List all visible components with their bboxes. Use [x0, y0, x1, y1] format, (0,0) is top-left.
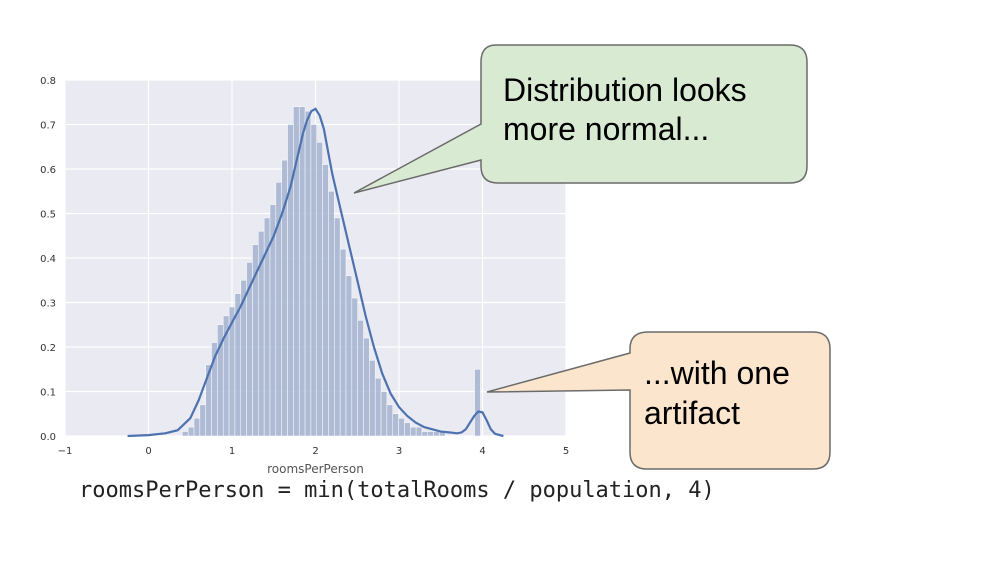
histogram-bar: [351, 297, 358, 437]
histogram-bar: [193, 417, 201, 437]
histogram-bar: [374, 377, 382, 437]
x-tick-label: −1: [58, 446, 73, 457]
histogram-bars: [182, 106, 481, 437]
x-axis-label: roomsPerPerson: [267, 462, 364, 476]
callout-top-bubble: [353, 44, 808, 194]
callout-top-line-2: more normal...: [503, 111, 709, 147]
histogram-bar: [199, 404, 206, 437]
y-tick-label: 0.7: [40, 121, 56, 132]
histogram-bar: [474, 369, 481, 437]
y-tick-label: 0.3: [40, 299, 56, 310]
histogram-bar: [316, 142, 323, 437]
x-tick-label: 5: [563, 446, 569, 457]
y-tick-label: 0.5: [40, 210, 56, 221]
histogram-bar: [421, 431, 429, 437]
histogram-bar: [392, 413, 399, 437]
histogram-bar: [433, 431, 440, 437]
histogram-bar: [427, 431, 434, 437]
y-tick-label: 0.2: [40, 343, 56, 354]
histogram-bar: [322, 164, 329, 437]
x-axis-ticks: −1 0 1 2 3 4 5: [58, 446, 570, 457]
y-tick-label: 0.8: [40, 76, 56, 87]
y-axis-ticks: 0.0 0.1 0.2 0.3 0.4 0.5 0.6 0.7 0.8: [40, 76, 56, 443]
histogram-bar: [410, 426, 417, 437]
histogram-bar: [187, 426, 195, 437]
callout-bottom-line-2: artifact: [644, 395, 740, 431]
callout-top-line-1: Distribution looks: [503, 72, 747, 108]
histogram-bar: [386, 404, 393, 437]
callout-bottom-line-1: ...with one: [644, 355, 790, 391]
histogram-bar: [398, 417, 405, 437]
kde-curve: [127, 107, 504, 438]
x-tick-label: 4: [479, 446, 485, 457]
x-tick-label: 3: [396, 446, 402, 457]
callout-bottom-bubble: [486, 331, 831, 470]
histogram-bar: [304, 110, 312, 437]
histogram-bar: [415, 426, 423, 437]
histogram-bar: [310, 124, 318, 437]
histogram-bar: [345, 275, 353, 437]
histogram-bar: [339, 248, 347, 437]
y-tick-label: 0.0: [40, 432, 56, 443]
histogram-bar: [404, 422, 411, 437]
histogram-bar: [328, 191, 335, 437]
y-tick-label: 0.1: [40, 388, 56, 399]
callout-distribution: Distribution looks more normal...: [353, 44, 808, 194]
histogram-bar: [334, 217, 341, 437]
histogram-bar: [369, 360, 376, 437]
histogram-bar: [380, 391, 388, 437]
histogram-bar: [363, 337, 370, 437]
x-tick-label: 1: [229, 446, 235, 457]
x-tick-label: 2: [312, 446, 318, 457]
histogram-bar: [298, 106, 306, 437]
histogram-bar: [182, 431, 189, 437]
x-tick-label: 0: [145, 446, 151, 457]
callout-artifact: ...with one artifact: [486, 331, 831, 470]
y-tick-label: 0.4: [40, 254, 56, 265]
histogram-bar: [287, 124, 294, 437]
code-formula: roomsPerPerson = min(totalRooms / popula…: [79, 478, 715, 503]
y-tick-label: 0.6: [40, 165, 56, 176]
histogram-bar: [357, 320, 364, 437]
